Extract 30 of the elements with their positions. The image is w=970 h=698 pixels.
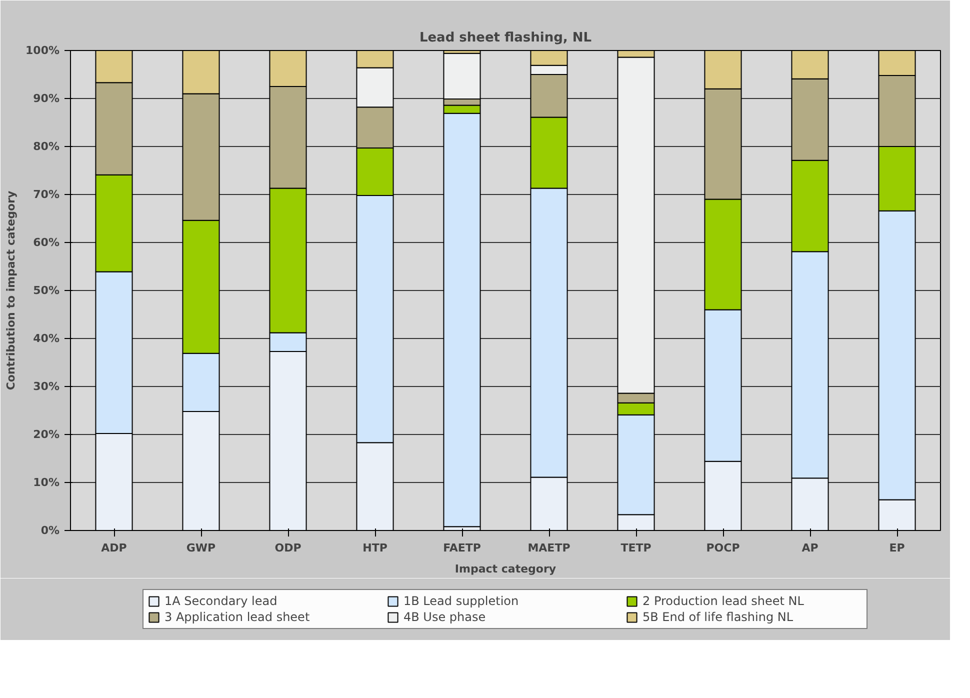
x-tick-label: TETP (620, 542, 652, 554)
legend-label: 3 Application lead sheet (164, 610, 311, 624)
legend-label: 1A Secondary lead (164, 594, 278, 608)
x-tick-label: ODP (274, 542, 302, 554)
x-tick-label: GWP (186, 542, 216, 554)
legend-label: 2 Production lead sheet NL (642, 594, 805, 608)
legend-label: 1B Lead suppletion (404, 594, 520, 608)
x-tick-label: EP (889, 542, 905, 554)
y-tick-label: 10% (33, 476, 60, 489)
x-tick-label: MAETP (528, 542, 570, 554)
y-tick-label: 0% (40, 524, 60, 537)
y-tick-label: 60% (33, 236, 60, 249)
y-tick-label: 100% (26, 44, 60, 57)
x-tick-label: AP (802, 542, 818, 554)
x-tick-label: FAETP (443, 542, 481, 554)
x-tick-label: HTP (362, 542, 388, 554)
y-tick-label: 50% (33, 284, 60, 297)
y-tick-label: 30% (33, 380, 60, 393)
y-tick-label: 20% (33, 428, 60, 441)
legend-label: 4B Use phase (404, 610, 487, 624)
x-tick-label: ADP (101, 542, 127, 554)
y-tick-label: 40% (33, 332, 60, 345)
y-tick-label: 70% (33, 188, 60, 201)
y-axis-title: Contribution to impact category (4, 190, 18, 390)
y-tick-label: 80% (33, 140, 60, 153)
x-tick-label: POCP (706, 542, 740, 554)
x-axis-title: Impact category (454, 562, 556, 576)
legend-label: 5B End of life flashing NL (642, 610, 794, 624)
chart-title: Lead sheet flashing, NL (419, 30, 592, 46)
y-tick-label: 90% (33, 92, 60, 105)
